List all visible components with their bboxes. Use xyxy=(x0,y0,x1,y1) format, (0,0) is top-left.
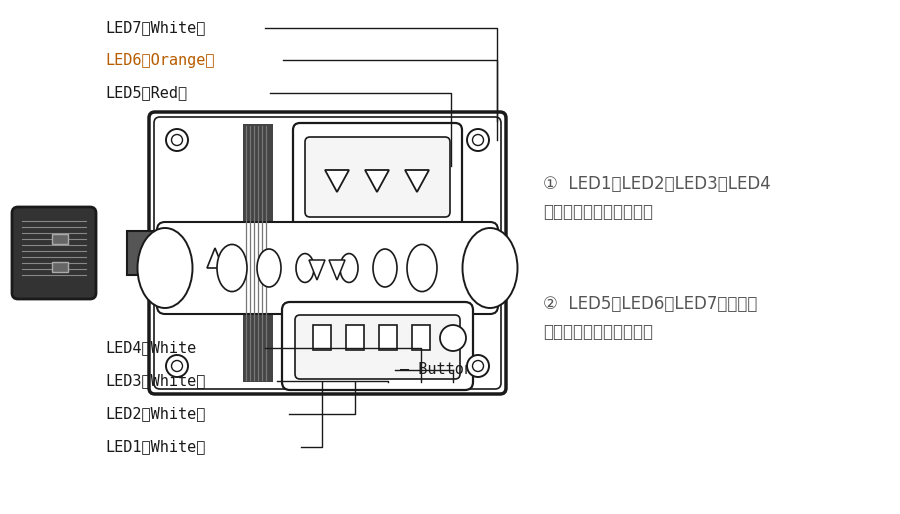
Bar xyxy=(52,234,68,244)
FancyBboxPatch shape xyxy=(282,302,473,390)
Text: LED4（White: LED4（White xyxy=(105,340,196,356)
Ellipse shape xyxy=(217,245,247,291)
Circle shape xyxy=(166,355,188,377)
Circle shape xyxy=(467,129,489,151)
Bar xyxy=(313,325,331,350)
FancyBboxPatch shape xyxy=(157,222,498,314)
Polygon shape xyxy=(325,170,349,192)
Text: LED6（Orange）: LED6（Orange） xyxy=(105,52,214,67)
Text: LED5（Red）: LED5（Red） xyxy=(105,85,187,101)
Text: LED1（White）: LED1（White） xyxy=(105,439,205,454)
Text: LED3（White）: LED3（White） xyxy=(105,374,205,389)
Bar xyxy=(243,124,273,382)
Text: LED2（White）: LED2（White） xyxy=(105,407,205,421)
Text: ②  LED5、LED6、LED7为不同颜: ② LED5、LED6、LED7为不同颜 xyxy=(543,295,758,313)
Text: LED7（White）: LED7（White） xyxy=(105,21,205,35)
Circle shape xyxy=(472,360,483,372)
FancyBboxPatch shape xyxy=(12,207,96,299)
Ellipse shape xyxy=(257,249,281,287)
Polygon shape xyxy=(207,248,223,268)
Text: 为白色，显示电池电量；: 为白色，显示电池电量； xyxy=(543,203,653,221)
FancyBboxPatch shape xyxy=(149,112,506,394)
Circle shape xyxy=(172,135,183,145)
Ellipse shape xyxy=(138,228,193,308)
Circle shape xyxy=(172,360,183,372)
Circle shape xyxy=(166,129,188,151)
Ellipse shape xyxy=(373,249,397,287)
Bar xyxy=(127,231,155,275)
Circle shape xyxy=(467,355,489,377)
Bar xyxy=(346,325,364,350)
Polygon shape xyxy=(309,260,325,280)
Text: 色，显示电池健康状态；: 色，显示电池健康状态； xyxy=(543,323,653,341)
FancyBboxPatch shape xyxy=(154,117,501,389)
Bar xyxy=(379,325,397,350)
Polygon shape xyxy=(365,170,389,192)
Circle shape xyxy=(440,325,466,351)
Ellipse shape xyxy=(340,253,358,282)
Text: — Button: — Button xyxy=(400,362,473,377)
FancyBboxPatch shape xyxy=(293,123,462,227)
Ellipse shape xyxy=(407,245,437,291)
Ellipse shape xyxy=(296,253,314,282)
Text: ①  LED1、LED2、LED3、LED4: ① LED1、LED2、LED3、LED4 xyxy=(543,175,770,193)
Bar xyxy=(412,325,430,350)
FancyBboxPatch shape xyxy=(295,315,460,379)
FancyBboxPatch shape xyxy=(305,137,450,217)
Polygon shape xyxy=(405,170,429,192)
Polygon shape xyxy=(329,260,345,280)
Ellipse shape xyxy=(463,228,518,308)
Bar xyxy=(52,262,68,272)
Circle shape xyxy=(472,135,483,145)
